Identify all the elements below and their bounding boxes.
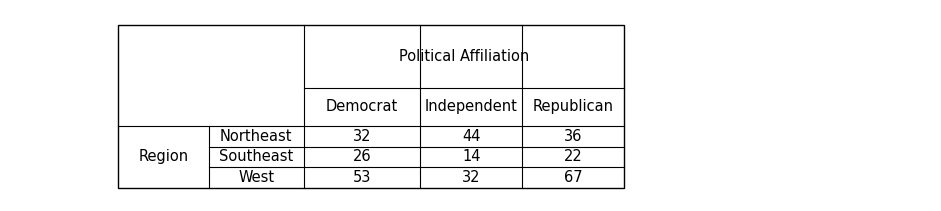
Text: 22: 22 <box>564 149 582 164</box>
Text: 32: 32 <box>462 170 481 185</box>
Text: 53: 53 <box>353 170 371 185</box>
Text: Republican: Republican <box>533 99 614 114</box>
Text: 67: 67 <box>564 170 582 185</box>
Text: Northeast: Northeast <box>220 129 293 144</box>
Text: 26: 26 <box>353 149 372 164</box>
Text: Independent: Independent <box>425 99 518 114</box>
Text: West: West <box>238 170 274 185</box>
Text: Political Affiliation: Political Affiliation <box>399 49 529 64</box>
Text: Democrat: Democrat <box>326 99 398 114</box>
Text: 32: 32 <box>353 129 371 144</box>
Text: Southeast: Southeast <box>219 149 294 164</box>
Text: 14: 14 <box>462 149 481 164</box>
Text: Region: Region <box>138 149 188 164</box>
Text: 36: 36 <box>565 129 582 144</box>
Text: 44: 44 <box>462 129 481 144</box>
Bar <box>118 25 625 188</box>
